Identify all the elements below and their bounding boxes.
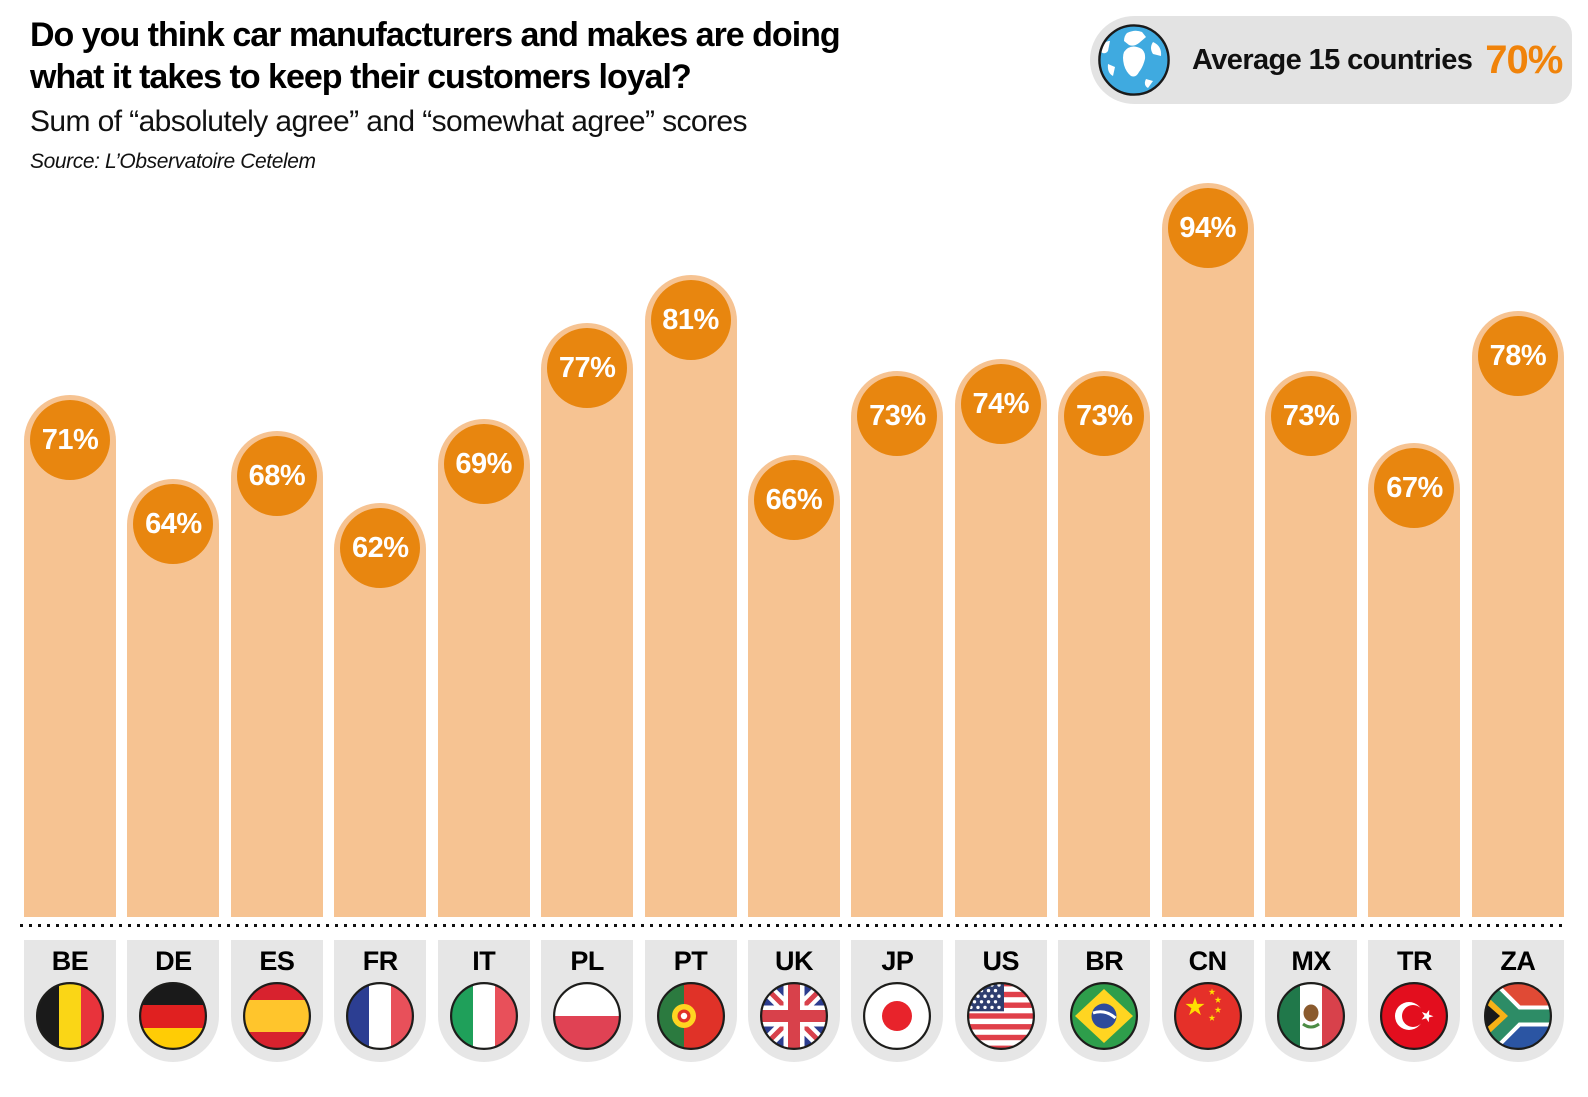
country-label-br: BR bbox=[1058, 940, 1151, 1062]
country-code: BR bbox=[1085, 946, 1124, 976]
country-code: ES bbox=[259, 946, 295, 976]
chart-subtitle: Sum of “absolutely agree” and “somewhat … bbox=[30, 105, 748, 139]
country-label-es: ES bbox=[230, 940, 323, 1062]
country-label-za: ZA bbox=[1471, 940, 1564, 1062]
south-africa-flag-icon bbox=[1483, 981, 1553, 1051]
china-flag-icon bbox=[1173, 981, 1243, 1051]
country-label-it: IT bbox=[437, 940, 530, 1062]
poland-flag-icon bbox=[552, 981, 622, 1051]
value-bubble-de: 64% bbox=[133, 484, 214, 564]
country-label-row: BE DE ES FR IT PL PT UK JP US BR CN MX TR ZA bbox=[24, 940, 1564, 1062]
value-bubble-br: 73% bbox=[1064, 376, 1145, 456]
bar-fr: 62% bbox=[334, 503, 427, 917]
brazil-flag-icon bbox=[1069, 981, 1139, 1051]
bar-de: 64% bbox=[127, 479, 220, 917]
country-label-be: BE bbox=[24, 940, 116, 1062]
value-bubble-us: 74% bbox=[960, 364, 1041, 444]
header: Do you think car manufacturers and makes… bbox=[30, 14, 950, 174]
italy-flag-icon bbox=[449, 981, 519, 1051]
spain-flag-icon bbox=[242, 981, 312, 1051]
chart-source: Source: L’Observatoire Cetelem bbox=[30, 150, 316, 174]
value-bubble-za: 78% bbox=[1477, 316, 1558, 396]
country-code: DE bbox=[155, 946, 192, 976]
bar-us: 74% bbox=[954, 359, 1047, 917]
country-label-cn: CN bbox=[1161, 940, 1254, 1062]
country-code: CN bbox=[1188, 946, 1228, 976]
portugal-flag-icon bbox=[656, 981, 726, 1051]
value-bubble-mx: 73% bbox=[1271, 376, 1352, 456]
bar-pl: 77% bbox=[541, 323, 634, 917]
bar-chart: 71% 64% 68% 62% 69% 77% 81% 66% 73% 74% 73% 94% 73% 6… bbox=[24, 0, 1564, 917]
chart-title: Do you think car manufacturers and makes… bbox=[30, 16, 841, 97]
united-kingdom-flag-icon bbox=[759, 981, 829, 1051]
japan-flag-icon bbox=[862, 981, 932, 1051]
value-bubble-pt: 81% bbox=[650, 280, 731, 360]
value-bubble-es: 68% bbox=[236, 436, 317, 516]
france-flag-icon bbox=[345, 981, 415, 1051]
country-label-tr: TR bbox=[1368, 940, 1461, 1062]
bar-es: 68% bbox=[230, 431, 323, 917]
country-label-mx: MX bbox=[1265, 940, 1358, 1062]
bar-mx: 73% bbox=[1265, 371, 1358, 917]
value-bubble-jp: 73% bbox=[857, 376, 938, 456]
country-code: ZA bbox=[1500, 946, 1536, 976]
average-label: Average 15 countries bbox=[1192, 43, 1473, 76]
value-bubble-tr: 67% bbox=[1374, 448, 1455, 528]
value-bubble-fr: 62% bbox=[340, 508, 421, 588]
country-code: MX bbox=[1291, 946, 1331, 976]
united-states-flag-icon bbox=[966, 981, 1036, 1051]
value-bubble-uk: 66% bbox=[753, 460, 834, 540]
bar-pt: 81% bbox=[644, 275, 737, 917]
average-value: 70% bbox=[1485, 37, 1563, 82]
country-code: BE bbox=[51, 946, 89, 976]
country-label-pl: PL bbox=[541, 940, 634, 1062]
bar-tr: 67% bbox=[1368, 443, 1461, 917]
country-label-de: DE bbox=[127, 940, 220, 1062]
bar-be: 71% bbox=[24, 395, 116, 917]
belgium-flag-icon bbox=[35, 981, 105, 1051]
bar-br: 73% bbox=[1058, 371, 1151, 917]
turkey-flag-icon bbox=[1379, 981, 1449, 1051]
globe-icon bbox=[1096, 22, 1172, 98]
value-bubble-be: 71% bbox=[30, 400, 110, 480]
bar-uk: 66% bbox=[747, 455, 840, 917]
country-code: JP bbox=[881, 946, 914, 976]
bar-jp: 73% bbox=[851, 371, 944, 917]
country-code: UK bbox=[774, 946, 814, 976]
value-bubble-pl: 77% bbox=[547, 328, 628, 408]
bar-cn: 94% bbox=[1161, 183, 1254, 917]
country-code: PL bbox=[570, 946, 604, 976]
country-code: TR bbox=[1396, 946, 1433, 976]
country-label-uk: UK bbox=[747, 940, 840, 1062]
country-code: PT bbox=[673, 946, 708, 976]
country-code: US bbox=[982, 946, 1020, 976]
value-bubble-it: 69% bbox=[443, 424, 524, 504]
average-badge: Average 15 countries 70% bbox=[1090, 16, 1572, 104]
bar-za: 78% bbox=[1471, 311, 1564, 917]
country-label-fr: FR bbox=[334, 940, 427, 1062]
bar-it: 69% bbox=[437, 419, 530, 917]
mexico-flag-icon bbox=[1276, 981, 1346, 1051]
country-label-us: US bbox=[954, 940, 1047, 1062]
country-code: FR bbox=[362, 946, 399, 976]
country-label-jp: JP bbox=[851, 940, 944, 1062]
baseline-dotted-line bbox=[20, 924, 1568, 927]
country-label-pt: PT bbox=[644, 940, 737, 1062]
country-code: IT bbox=[472, 946, 496, 976]
germany-flag-icon bbox=[138, 981, 208, 1051]
value-bubble-cn: 94% bbox=[1167, 188, 1248, 268]
